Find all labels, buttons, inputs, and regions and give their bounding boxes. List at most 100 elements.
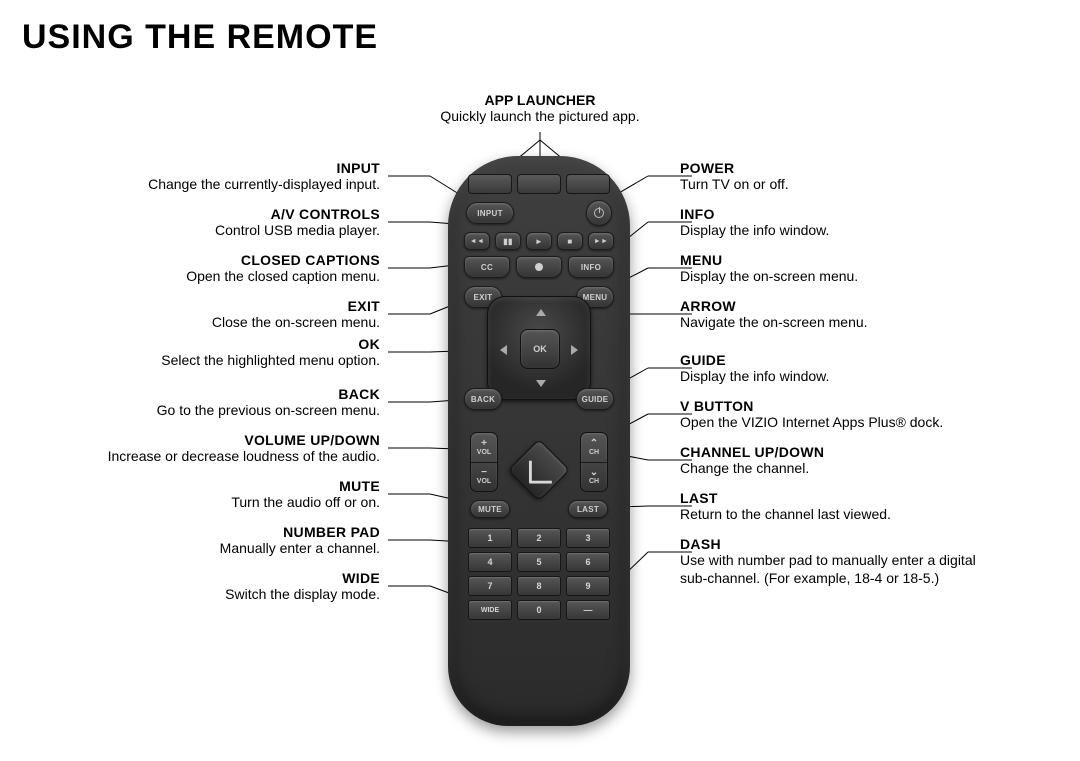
back-desc: Go to the previous on-screen menu. <box>10 402 380 420</box>
input-title: INPUT <box>10 160 380 176</box>
power-desc: Turn TV on or off. <box>680 176 1050 194</box>
guide-button[interactable]: GUIDE <box>576 388 614 410</box>
stop-button[interactable]: ■ <box>557 232 583 250</box>
play-button[interactable]: ► <box>526 232 552 250</box>
callout-closed-captions: CLOSED CAPTIONS Open the closed caption … <box>10 252 380 286</box>
page-title: USING THE REMOTE <box>22 18 378 57</box>
app-key-3[interactable] <box>566 174 610 194</box>
wide-title: WIDE <box>10 570 380 586</box>
channel-desc: Change the channel. <box>680 460 1050 478</box>
menu-desc: Display the on-screen menu. <box>680 268 1050 286</box>
numpad-4[interactable]: 4 <box>468 552 512 572</box>
callout-exit: EXIT Close the on-screen menu. <box>10 298 380 332</box>
ok-title: OK <box>10 336 380 352</box>
info-button[interactable]: INFO <box>568 256 614 278</box>
guide-desc: Display the info window. <box>680 368 1050 386</box>
remote-body: INPUT ◄◄ ▮▮ ► ■ ►► CC INFO EXIT MENU OK … <box>448 156 630 726</box>
dash-button[interactable]: — <box>566 600 610 620</box>
numpad-5[interactable]: 5 <box>517 552 561 572</box>
closed-captions-desc: Open the closed caption menu. <box>10 268 380 286</box>
callout-power: POWER Turn TV on or off. <box>680 160 1050 194</box>
fast-forward-button[interactable]: ►► <box>588 232 614 250</box>
menu-title: MENU <box>680 252 1050 268</box>
v-button-title: V BUTTON <box>680 398 1050 414</box>
exit-desc: Close the on-screen menu. <box>10 314 380 332</box>
callout-channel: CHANNEL UP/DOWN Change the channel. <box>680 444 1050 478</box>
callout-input: INPUT Change the currently-displayed inp… <box>10 160 380 194</box>
input-desc: Change the currently-displayed input. <box>10 176 380 194</box>
ok-button[interactable]: OK <box>520 329 560 369</box>
callout-app-launcher: APP LAUNCHER Quickly launch the pictured… <box>0 92 1080 124</box>
wide-button[interactable]: WIDE <box>468 600 512 620</box>
v-button-desc: Open the VIZIO Internet Apps Plus® dock. <box>680 414 1050 432</box>
numpad-8[interactable]: 8 <box>517 576 561 596</box>
numpad-0[interactable]: 0 <box>517 600 561 620</box>
record-icon <box>535 263 543 271</box>
callout-number-pad: NUMBER PAD Manually enter a channel. <box>10 524 380 558</box>
callout-ok: OK Select the highlighted menu option. <box>10 336 380 370</box>
channel-down[interactable]: ⌄CH <box>581 462 607 492</box>
info-title: INFO <box>680 206 1050 222</box>
wide-desc: Switch the display mode. <box>10 586 380 604</box>
power-icon <box>594 208 604 218</box>
dash-title: DASH <box>680 536 1050 552</box>
callout-av-controls: A/V CONTROLS Control USB media player. <box>10 206 380 240</box>
callout-wide: WIDE Switch the display mode. <box>10 570 380 604</box>
dpad[interactable]: OK <box>487 296 591 400</box>
exit-title: EXIT <box>10 298 380 314</box>
volume-title: VOLUME UP/DOWN <box>10 432 380 448</box>
info-desc: Display the info window. <box>680 222 1050 240</box>
mute-title: MUTE <box>10 478 380 494</box>
channel-up[interactable]: ⌃CH <box>581 433 607 462</box>
rewind-button[interactable]: ◄◄ <box>464 232 490 250</box>
channel-title: CHANNEL UP/DOWN <box>680 444 1050 460</box>
ok-desc: Select the highlighted menu option. <box>10 352 380 370</box>
app-launcher-title: APP LAUNCHER <box>0 92 1080 108</box>
back-button[interactable]: BACK <box>464 388 502 410</box>
volume-rocker[interactable]: +VOL −VOL <box>470 432 498 492</box>
volume-up[interactable]: +VOL <box>471 433 497 462</box>
numpad-7[interactable]: 7 <box>468 576 512 596</box>
callout-last: LAST Return to the channel last viewed. <box>680 490 1050 524</box>
app-launcher-desc: Quickly launch the pictured app. <box>0 108 1080 124</box>
app-launcher-row <box>468 174 610 194</box>
input-button[interactable]: INPUT <box>466 202 514 224</box>
power-title: POWER <box>680 160 1050 176</box>
mute-button[interactable]: MUTE <box>470 500 510 518</box>
callout-arrow: ARROW Navigate the on-screen menu. <box>680 298 1050 332</box>
av-controls-title: A/V CONTROLS <box>10 206 380 222</box>
arrow-title: ARROW <box>680 298 1050 314</box>
cc-button[interactable]: CC <box>464 256 510 278</box>
guide-title: GUIDE <box>680 352 1050 368</box>
arrow-right-icon <box>571 345 578 355</box>
callout-dash: DASH Use with number pad to manually ent… <box>680 536 1050 587</box>
app-key-2[interactable] <box>517 174 561 194</box>
callout-guide: GUIDE Display the info window. <box>680 352 1050 386</box>
callout-info: INFO Display the info window. <box>680 206 1050 240</box>
numpad-9[interactable]: 9 <box>566 576 610 596</box>
callout-menu: MENU Display the on-screen menu. <box>680 252 1050 286</box>
numpad-3[interactable]: 3 <box>566 528 610 548</box>
v-button[interactable] <box>508 439 570 501</box>
channel-rocker[interactable]: ⌃CH ⌄CH <box>580 432 608 492</box>
back-title: BACK <box>10 386 380 402</box>
pause-button[interactable]: ▮▮ <box>495 232 521 250</box>
arrow-left-icon <box>500 345 507 355</box>
numpad-2[interactable]: 2 <box>517 528 561 548</box>
last-button[interactable]: LAST <box>568 500 608 518</box>
app-key-1[interactable] <box>468 174 512 194</box>
dash-desc: Use with number pad to manually enter a … <box>680 552 990 587</box>
last-desc: Return to the channel last viewed. <box>680 506 1050 524</box>
power-button[interactable] <box>586 200 612 226</box>
volume-down[interactable]: −VOL <box>471 462 497 492</box>
arrow-down-icon <box>536 380 546 387</box>
last-title: LAST <box>680 490 1050 506</box>
closed-captions-title: CLOSED CAPTIONS <box>10 252 380 268</box>
record-button[interactable] <box>516 256 562 278</box>
number-pad-title: NUMBER PAD <box>10 524 380 540</box>
av-controls-desc: Control USB media player. <box>10 222 380 240</box>
callout-v-button: V BUTTON Open the VIZIO Internet Apps Pl… <box>680 398 1050 432</box>
numpad-6[interactable]: 6 <box>566 552 610 572</box>
numpad-1[interactable]: 1 <box>468 528 512 548</box>
arrow-up-icon <box>536 309 546 316</box>
